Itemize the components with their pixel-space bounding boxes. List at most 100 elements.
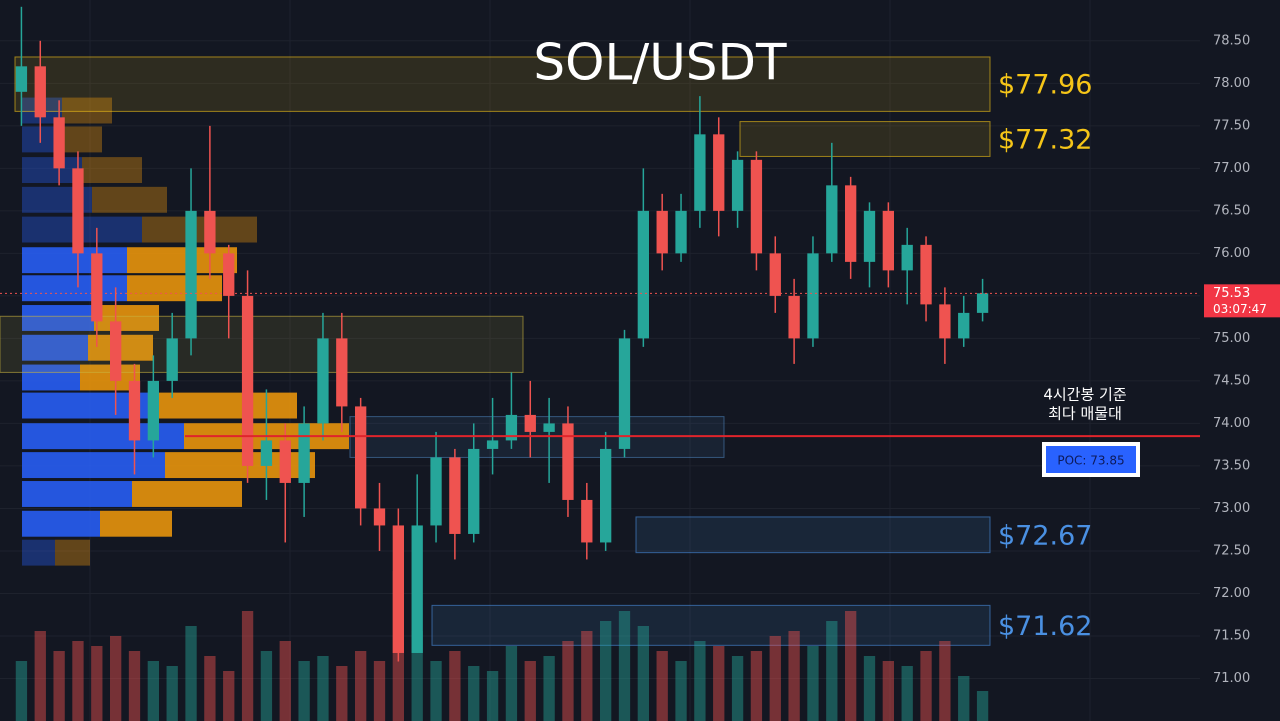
- candle-body: [656, 210, 668, 254]
- zone: [635, 516, 991, 554]
- annotation: 최다 매물대: [1048, 405, 1122, 423]
- y-tick-label: 73.00: [1213, 501, 1250, 516]
- volume-bar: [656, 651, 668, 721]
- candle-body: [713, 134, 725, 211]
- y-tick-label: 72.00: [1213, 586, 1250, 601]
- candle-body: [166, 338, 178, 381]
- profile-buy: [22, 481, 132, 507]
- volume-bar: [958, 676, 970, 721]
- y-tick-label: 78.00: [1213, 76, 1250, 91]
- y-tick-label: 72.50: [1213, 543, 1250, 558]
- y-tick-label: 74.50: [1213, 373, 1250, 388]
- volume-bar: [355, 651, 367, 721]
- candle-body: [411, 525, 423, 653]
- volume-bar: [34, 631, 46, 721]
- zone-label: $72.67: [998, 520, 1092, 551]
- candle-body: [430, 457, 442, 526]
- candle-body: [355, 406, 367, 509]
- candle-body: [882, 210, 894, 271]
- candle-body: [15, 66, 28, 92]
- volume-bar: [694, 641, 706, 721]
- volume-bar: [223, 671, 235, 721]
- zone: [431, 604, 991, 646]
- candle-body: [675, 210, 687, 254]
- volume-bar: [863, 656, 876, 721]
- profile-sell: [127, 275, 222, 302]
- profile-buy: [22, 334, 88, 361]
- candle-body: [543, 423, 555, 432]
- candle-body: [279, 440, 291, 483]
- candle-body: [185, 210, 197, 339]
- volume-bar: [524, 661, 536, 721]
- y-tick-label: 77.50: [1213, 118, 1250, 133]
- volume-bar: [430, 661, 442, 721]
- last-price-label: 75.53: [1213, 286, 1250, 301]
- zone: [0, 315, 524, 373]
- volume-bar: [185, 626, 197, 721]
- profile-sell: [127, 247, 237, 274]
- candle-body: [694, 134, 706, 211]
- chart-title: SOL/USDT: [533, 34, 787, 92]
- volume-bar: [204, 656, 216, 721]
- volume-bar: [750, 651, 763, 721]
- candle-body: [731, 159, 744, 211]
- profile-sell: [165, 452, 315, 479]
- candle-body: [524, 414, 536, 432]
- volume-bar: [110, 636, 122, 721]
- y-tick-label: 73.50: [1213, 458, 1250, 473]
- volume-bar: [166, 666, 178, 721]
- zone: [739, 121, 991, 157]
- volume-bar: [618, 611, 631, 721]
- volume-bar: [882, 661, 894, 721]
- volume-bar: [505, 646, 518, 721]
- profile-buy: [22, 275, 127, 302]
- volume-bar: [72, 641, 84, 721]
- candle-body: [204, 210, 216, 254]
- volume-bar: [449, 651, 461, 721]
- volume-bar: [279, 641, 291, 721]
- profile-sell: [82, 157, 142, 184]
- zone-label: $71.62: [998, 611, 1092, 642]
- profile-buy: [22, 423, 184, 450]
- profile-sell: [55, 539, 90, 566]
- candle-body: [72, 168, 84, 254]
- candle-body: [298, 423, 310, 483]
- candle-body: [750, 159, 763, 254]
- y-tick-label: 71.00: [1213, 671, 1250, 686]
- volume-bar: [411, 631, 423, 721]
- volume-bar: [562, 641, 574, 721]
- volume-bar: [807, 646, 819, 721]
- candle-body: [920, 244, 932, 305]
- annotation: 4시간봉 기준: [1043, 386, 1127, 404]
- profile-buy: [22, 452, 165, 479]
- volume-bar: [468, 666, 480, 721]
- last-price-tag: [1204, 284, 1280, 318]
- profile-buy: [22, 157, 82, 184]
- y-tick-label: 74.00: [1213, 416, 1250, 431]
- y-tick-label: 75.00: [1213, 331, 1250, 346]
- volume-bar: [788, 631, 800, 721]
- candle-body: [845, 185, 857, 262]
- volume-bar: [298, 661, 310, 721]
- candle-body: [939, 304, 951, 339]
- zone: [14, 56, 991, 112]
- volume-bar: [920, 651, 932, 721]
- candle-body: [34, 66, 46, 118]
- volume-bar: [317, 656, 329, 721]
- volume-bar: [336, 666, 348, 721]
- y-tick-label: 78.50: [1213, 33, 1250, 48]
- volume-bar: [543, 656, 555, 721]
- candle-body: [769, 253, 781, 296]
- candle-body: [392, 525, 404, 653]
- volume-bar: [373, 661, 386, 721]
- profile-buy: [22, 539, 55, 566]
- candle-body: [637, 210, 649, 339]
- profile-sell: [142, 216, 257, 243]
- countdown: 03:07:47: [1213, 302, 1267, 316]
- volume-bar: [486, 671, 499, 721]
- volume-bar: [53, 651, 65, 721]
- candle-body: [223, 253, 235, 296]
- volume-bar: [91, 646, 103, 721]
